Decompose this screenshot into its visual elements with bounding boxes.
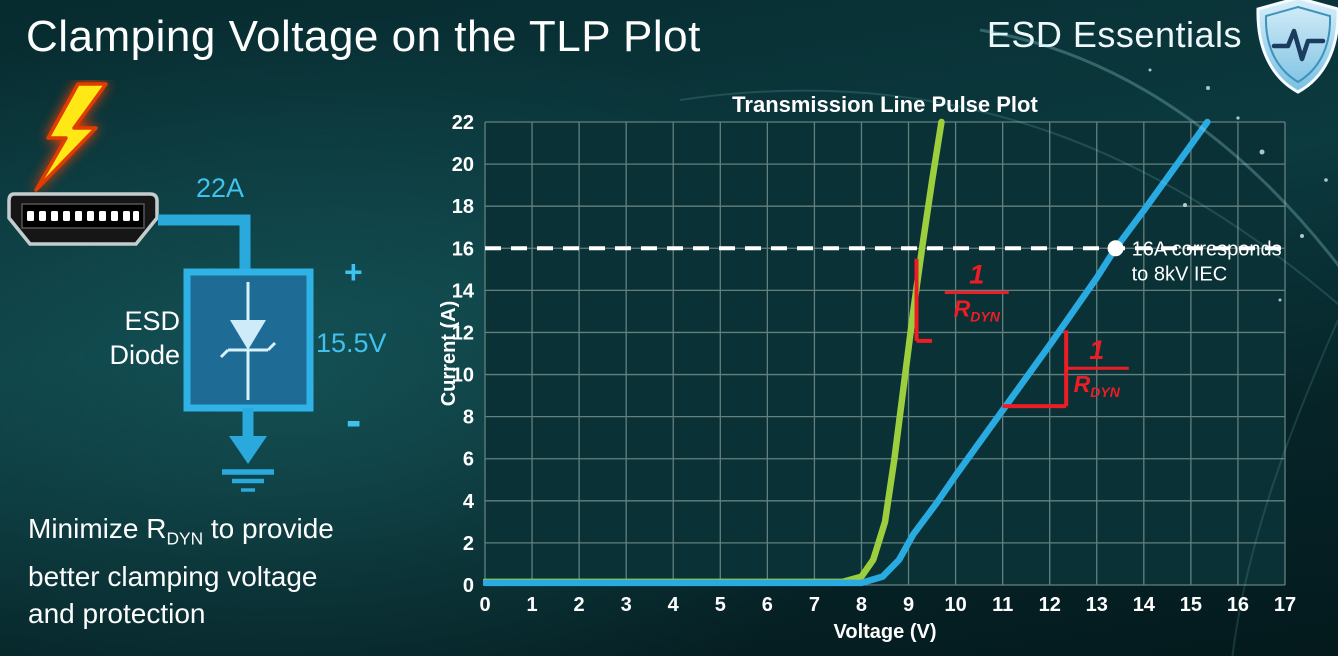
threshold-annotation-line2: to 8kV IEC [1132,263,1228,285]
fraction-denominator-blue: RDYN [1074,371,1121,400]
rdyn-subscript: DYN [166,528,204,549]
x-tick-label: 10 [944,594,966,616]
x-tick-label: 7 [809,594,820,616]
clamp-voltage-label: 15.5V [316,328,387,358]
esd-circuit-diagram: 22A ESD Diode + 15.5V - [7,82,387,492]
y-tick-label: 10 [452,365,474,387]
x-tick-label: 9 [903,594,914,616]
y-tick-label: 16 [452,238,474,260]
y-tick-label: 14 [452,280,475,302]
fraction-numerator-green: 1 [969,259,984,289]
lightning-bolt-icon [34,82,108,192]
x-axis-label: Voltage (V) [834,621,937,643]
y-tick-label: 22 [452,112,474,134]
zener-diode-symbol [219,282,277,400]
y-axis-label: Current (A) [440,301,460,407]
x-tick-label: 14 [1133,594,1156,616]
x-tick-label: 13 [1086,594,1108,616]
fraction-numerator-blue: 1 [1089,335,1104,365]
x-tick-label: 0 [479,594,490,616]
x-tick-label: 8 [856,594,867,616]
wire [158,214,251,274]
brand-wordmark: ESD Essentials [986,14,1242,55]
y-tick-label: 4 [463,491,475,513]
y-tick-label: 6 [463,449,474,471]
y-tick-label: 8 [463,407,474,429]
hdmi-connector [7,192,159,246]
pulse-line-icon [1271,28,1326,62]
y-tick-label: 2 [463,533,474,555]
x-tick-label: 17 [1274,594,1296,616]
fraction-denominator-green: RDYN [954,295,1001,324]
x-tick-label: 2 [574,594,585,616]
series-line-blue-high-rdyn [483,118,1211,587]
surge-current-label: 22A [196,173,244,203]
x-tick-label: 4 [668,594,680,616]
series-line-green-low-rdyn [483,118,945,586]
component-label-line2: Diode [109,340,180,370]
component-label-line1: ESD [124,306,180,336]
x-tick-label: 3 [621,594,632,616]
minus-sign: - [346,394,361,446]
page-title: Clamping Voltage on the TLP Plot [26,12,701,61]
x-tick-label: 1 [526,594,537,616]
takeaway-line3: and protection [28,597,206,629]
y-tick-label: 18 [452,196,474,218]
takeaway-line2: better clamping voltage [28,560,318,592]
x-tick-label: 11 [992,594,1013,616]
x-tick-label: 12 [1039,594,1061,616]
takeaway-line1: Minimize RDYN to provide [28,513,334,549]
chart-title: Transmission Line Pulse Plot [732,92,1038,117]
y-tick-label: 0 [463,575,474,597]
takeaway-note: Minimize RDYN to provide better clamping… [28,510,334,632]
ground-symbol [222,408,274,492]
x-tick-label: 6 [762,594,773,616]
x-tick-label: 16 [1227,594,1249,616]
x-tick-label: 15 [1180,594,1202,616]
y-tick-label: 12 [452,322,474,344]
y-tick-label: 20 [452,154,474,176]
threshold-marker [1107,240,1124,257]
connector-pins [27,211,139,221]
plus-sign: + [344,254,363,290]
threshold-annotation-line1: 16A corresponds [1132,238,1282,260]
x-tick-label: 5 [715,594,726,616]
shield-logo-icon [1256,0,1338,94]
